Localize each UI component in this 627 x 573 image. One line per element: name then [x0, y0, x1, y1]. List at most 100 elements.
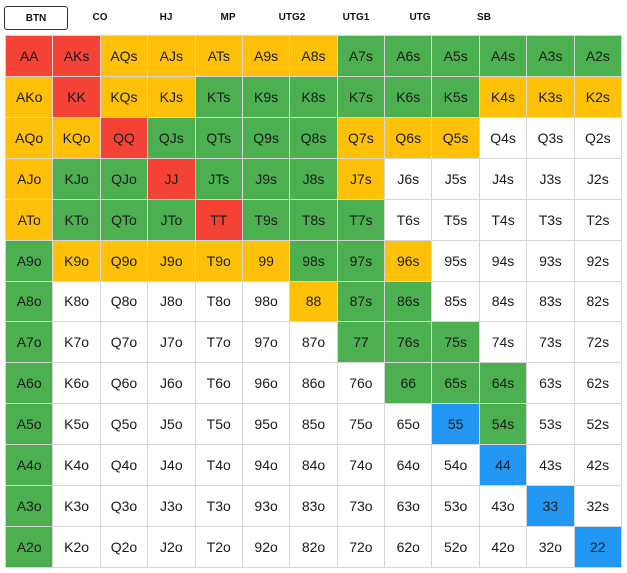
hand-cell[interactable]: 53s — [527, 404, 575, 446]
hand-cell[interactable]: QTs — [195, 117, 243, 159]
hand-cell[interactable]: Q3o — [100, 486, 149, 528]
hand-cell[interactable]: AA — [6, 36, 54, 77]
hand-cell[interactable]: J3s — [527, 158, 575, 200]
hand-cell[interactable]: 53o — [432, 486, 480, 528]
hand-cell[interactable]: 54o — [432, 445, 480, 487]
hand-cell[interactable]: J8s — [290, 158, 338, 200]
hand-cell[interactable]: A2o — [6, 527, 54, 568]
hand-cell[interactable]: 52o — [432, 527, 480, 568]
hand-cell[interactable]: KTs — [195, 76, 243, 118]
hand-cell[interactable]: K7o — [53, 322, 101, 364]
hand-cell[interactable]: 65s — [432, 363, 480, 405]
hand-cell[interactable]: K8o — [53, 281, 101, 323]
hand-cell[interactable]: J6o — [148, 363, 196, 405]
hand-cell[interactable]: J5o — [148, 404, 196, 446]
hand-cell[interactable]: Q5o — [100, 404, 149, 446]
hand-cell[interactable]: 94o — [242, 445, 291, 487]
hand-cell[interactable]: 93s — [527, 240, 575, 282]
tab-sb[interactable]: SB — [477, 12, 491, 23]
hand-cell[interactable]: KJo — [53, 158, 101, 200]
hand-cell[interactable]: J4o — [148, 445, 196, 487]
hand-cell[interactable]: J7o — [148, 322, 196, 364]
hand-cell[interactable]: T5o — [195, 404, 243, 446]
hand-cell[interactable]: A4s — [479, 36, 528, 77]
hand-cell[interactable]: 75s — [432, 322, 480, 364]
hand-cell[interactable]: 86s — [385, 281, 433, 323]
hand-cell[interactable]: Q6o — [100, 363, 149, 405]
hand-cell[interactable]: 95o — [242, 404, 291, 446]
hand-cell[interactable]: Q4o — [100, 445, 149, 487]
hand-cell[interactable]: K9o — [53, 240, 101, 282]
hand-cell[interactable]: 98o — [242, 281, 291, 323]
hand-cell[interactable]: KQs — [100, 76, 149, 118]
hand-cell[interactable]: 98s — [290, 240, 338, 282]
hand-cell[interactable]: ATs — [195, 36, 243, 77]
hand-cell[interactable]: A3s — [527, 36, 575, 77]
hand-cell[interactable]: KTo — [53, 199, 101, 241]
hand-cell[interactable]: 55 — [432, 404, 480, 446]
hand-cell[interactable]: Q8o — [100, 281, 149, 323]
hand-cell[interactable]: Q5s — [432, 117, 480, 159]
hand-cell[interactable]: 94s — [479, 240, 528, 282]
hand-cell[interactable]: A4o — [6, 445, 54, 487]
hand-cell[interactable]: 82s — [574, 281, 622, 323]
hand-cell[interactable]: AKo — [6, 76, 54, 118]
hand-cell[interactable]: Q4s — [479, 117, 528, 159]
hand-cell[interactable]: J7s — [337, 158, 386, 200]
hand-cell[interactable]: A3o — [6, 486, 54, 528]
hand-cell[interactable]: KQo — [53, 117, 101, 159]
hand-cell[interactable]: J2o — [148, 527, 196, 568]
hand-cell[interactable]: T7o — [195, 322, 243, 364]
hand-cell[interactable]: QJs — [148, 117, 196, 159]
hand-cell[interactable]: Q9o — [100, 240, 149, 282]
hand-cell[interactable]: AQo — [6, 117, 54, 159]
hand-cell[interactable]: 65o — [385, 404, 433, 446]
hand-cell[interactable]: 42o — [479, 527, 528, 568]
hand-cell[interactable]: T2s — [574, 199, 622, 241]
hand-cell[interactable]: 44 — [479, 445, 528, 487]
tab-utg[interactable]: UTG — [409, 12, 431, 23]
hand-cell[interactable]: QQ — [100, 117, 149, 159]
hand-cell[interactable]: T6s — [385, 199, 433, 241]
hand-cell[interactable]: A5s — [432, 36, 480, 77]
hand-cell[interactable]: AKs — [53, 36, 101, 77]
hand-cell[interactable]: Q7o — [100, 322, 149, 364]
hand-cell[interactable]: 73s — [527, 322, 575, 364]
hand-cell[interactable]: J5s — [432, 158, 480, 200]
hand-cell[interactable]: 95s — [432, 240, 480, 282]
hand-cell[interactable]: 87o — [290, 322, 338, 364]
hand-cell[interactable]: 85o — [290, 404, 338, 446]
hand-cell[interactable]: 74o — [337, 445, 386, 487]
hand-cell[interactable]: 43s — [527, 445, 575, 487]
tab-hj[interactable]: HJ — [159, 12, 173, 23]
hand-cell[interactable]: AQs — [100, 36, 149, 77]
hand-cell[interactable]: A7o — [6, 322, 54, 364]
hand-cell[interactable]: 88 — [290, 281, 338, 323]
hand-cell[interactable]: AJo — [6, 158, 54, 200]
hand-cell[interactable]: A7s — [337, 36, 386, 77]
hand-cell[interactable]: A5o — [6, 404, 54, 446]
hand-cell[interactable]: 33 — [527, 486, 575, 528]
hand-cell[interactable]: 99 — [242, 240, 291, 282]
hand-cell[interactable]: 42s — [574, 445, 622, 487]
hand-cell[interactable]: 63s — [527, 363, 575, 405]
hand-cell[interactable]: T9s — [242, 199, 291, 241]
hand-cell[interactable]: A6o — [6, 363, 54, 405]
hand-cell[interactable]: 54s — [479, 404, 528, 446]
hand-cell[interactable]: KJs — [148, 76, 196, 118]
hand-cell[interactable]: 64s — [479, 363, 528, 405]
hand-cell[interactable]: A2s — [574, 36, 622, 77]
hand-cell[interactable]: J3o — [148, 486, 196, 528]
hand-cell[interactable]: 76s — [385, 322, 433, 364]
hand-cell[interactable]: K5o — [53, 404, 101, 446]
hand-cell[interactable]: JTs — [195, 158, 243, 200]
hand-cell[interactable]: Q7s — [337, 117, 386, 159]
hand-cell[interactable]: 92s — [574, 240, 622, 282]
hand-cell[interactable]: 32s — [574, 486, 622, 528]
hand-cell[interactable]: A9o — [6, 240, 54, 282]
hand-cell[interactable]: A8o — [6, 281, 54, 323]
hand-cell[interactable]: A9s — [242, 36, 291, 77]
hand-cell[interactable]: J9o — [148, 240, 196, 282]
hand-cell[interactable]: 64o — [385, 445, 433, 487]
hand-cell[interactable]: J8o — [148, 281, 196, 323]
